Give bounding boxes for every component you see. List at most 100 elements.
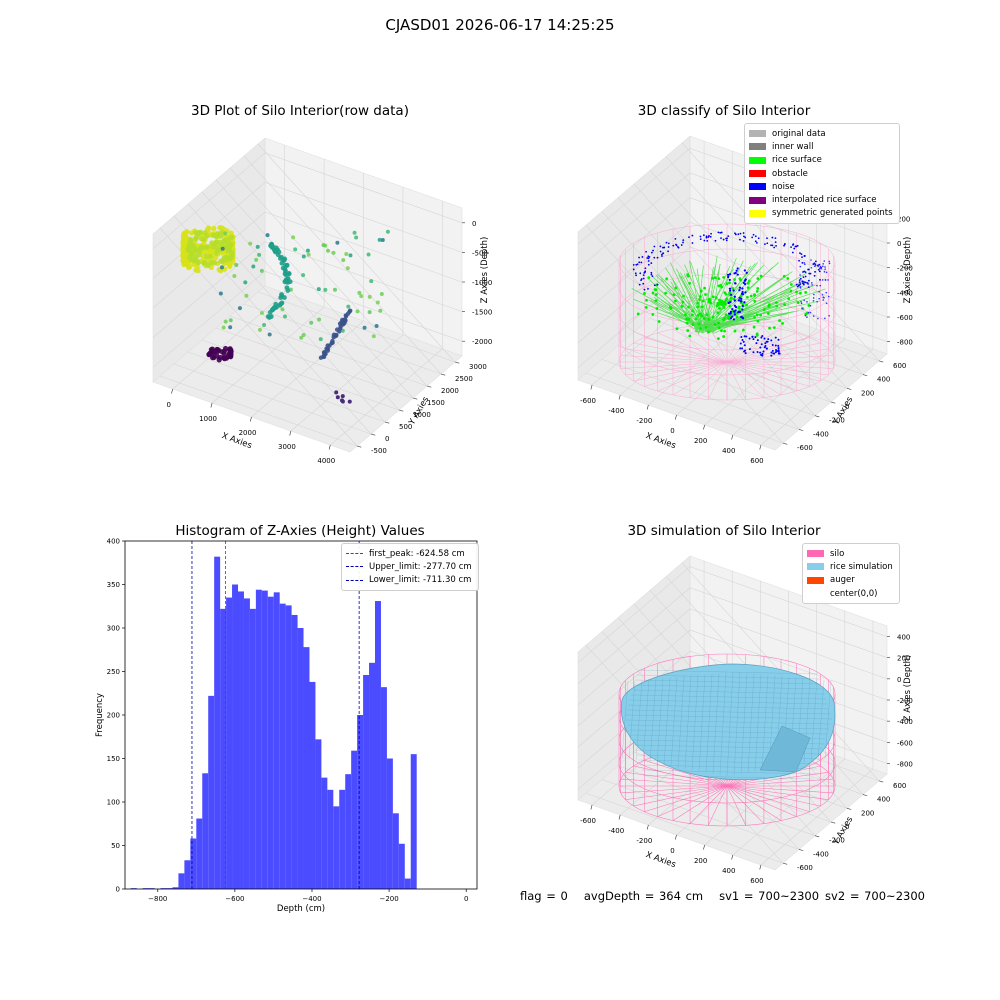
raw-point (347, 399, 352, 404)
raw-point (284, 263, 290, 268)
cls-rice-point (697, 322, 701, 326)
raw-point (327, 343, 332, 348)
cls-rice-line (701, 306, 772, 334)
raw-point (228, 325, 233, 330)
raw-point (344, 251, 349, 256)
sim-y-tick-mark (782, 862, 788, 865)
status-line: flag = 0 avgDepth = 364 cm sv1 = 700~2300 s… (520, 889, 941, 903)
cls-z-tick-label: 200 (897, 215, 910, 223)
raw-point (201, 237, 207, 243)
raw-point (187, 248, 193, 254)
raw-z-tick-label: -500 (472, 249, 488, 257)
raw-point (330, 340, 335, 345)
cls-rice-point (745, 295, 749, 299)
cls-rice-point (645, 298, 648, 302)
cls-x-tick-label: 200 (694, 437, 707, 445)
grid-line (172, 145, 286, 390)
raw-point (273, 301, 279, 307)
cls-rice-line (650, 300, 708, 332)
cls-rice-point (665, 277, 669, 281)
raw-point (352, 230, 357, 235)
raw-point (211, 260, 218, 266)
cls-rice-point (686, 273, 690, 277)
legend-label: rice simulation (830, 561, 893, 572)
legend-swatch (807, 563, 824, 571)
cls-rice-point (673, 299, 677, 303)
raw-point (194, 264, 200, 270)
raw-point (284, 279, 290, 285)
cls-rice-point (653, 288, 657, 291)
sim-x-tick-label: -600 (580, 817, 596, 825)
raw-point (321, 243, 326, 248)
raw-point (355, 309, 360, 314)
cls-rice-point (711, 276, 714, 280)
cls-y-tick-label: -200 (829, 417, 845, 425)
sim-x-tick-label: 0 (670, 847, 674, 855)
sim-x-tick-label: 400 (722, 867, 735, 875)
cls-silo-spoke (633, 361, 728, 382)
cls-rice-point (723, 316, 727, 320)
cls-silo-spoke (708, 361, 728, 400)
cls-rice-point (685, 321, 689, 325)
cls-rice-point (728, 304, 732, 308)
raw-point (301, 273, 306, 278)
cls-x-tick-label: -600 (580, 397, 596, 405)
cls-rice-point (713, 323, 717, 326)
cls-rice-point (704, 293, 707, 296)
cls-rice-point (720, 302, 724, 306)
cls-rice-point (767, 303, 771, 306)
raw-y-tick-mark (356, 445, 362, 448)
cls-rice-line (676, 310, 704, 334)
cls-rice-point (688, 334, 692, 338)
cls-rice-line (703, 264, 721, 331)
cls-y-tick-mark (846, 387, 852, 390)
raw-point (280, 265, 286, 271)
legend-label: auger (830, 575, 855, 586)
raw-point (375, 300, 380, 305)
cls-rice-point (749, 294, 753, 298)
cls-rice-point (762, 308, 766, 311)
cls-rice-point (687, 305, 690, 309)
cls-rice-point (698, 298, 701, 301)
raw-point (219, 229, 225, 235)
raw-point (211, 354, 217, 361)
sim-x-tick-label: -200 (636, 837, 652, 845)
cls-rice-point (783, 303, 787, 306)
cls-rice-points (636, 273, 811, 341)
raw-point (201, 260, 207, 266)
grid-line (290, 187, 404, 432)
cls-rice-point (789, 283, 793, 286)
cls-rice-point (691, 323, 695, 327)
cls-silo-spoke (620, 361, 728, 369)
raw-point (257, 327, 262, 332)
cls-silo-spoke (726, 361, 834, 369)
cls-rice-point (675, 327, 679, 331)
raw-point (279, 300, 285, 306)
cls-y-tick-mark (798, 429, 804, 431)
cls-y-tick-label: -600 (797, 444, 813, 452)
cls-rice-point (716, 311, 720, 315)
raw-point (334, 327, 340, 332)
grid-line (577, 197, 888, 294)
raw-point (331, 335, 336, 340)
cls-silo-spoke (726, 361, 821, 382)
cls-rice-point (774, 301, 778, 304)
legend-swatch (807, 590, 824, 598)
cls-rice-point (789, 289, 793, 293)
raw-point (216, 357, 222, 363)
cls-rice-line (705, 318, 771, 328)
raw-point (379, 291, 384, 296)
cls-rice-point (715, 304, 719, 308)
grid-line (760, 201, 874, 446)
raw-point (229, 249, 235, 255)
cls-rice-point (651, 291, 655, 295)
raw-point (377, 237, 382, 242)
cls-rice-point (696, 313, 700, 317)
raw-point (283, 272, 289, 278)
cls-rice-point (782, 274, 786, 278)
raw-point (203, 244, 210, 250)
raw-point (229, 234, 235, 240)
cls-rice-line (711, 260, 744, 330)
cls-rice-point (755, 289, 759, 293)
grid-line (152, 270, 463, 368)
